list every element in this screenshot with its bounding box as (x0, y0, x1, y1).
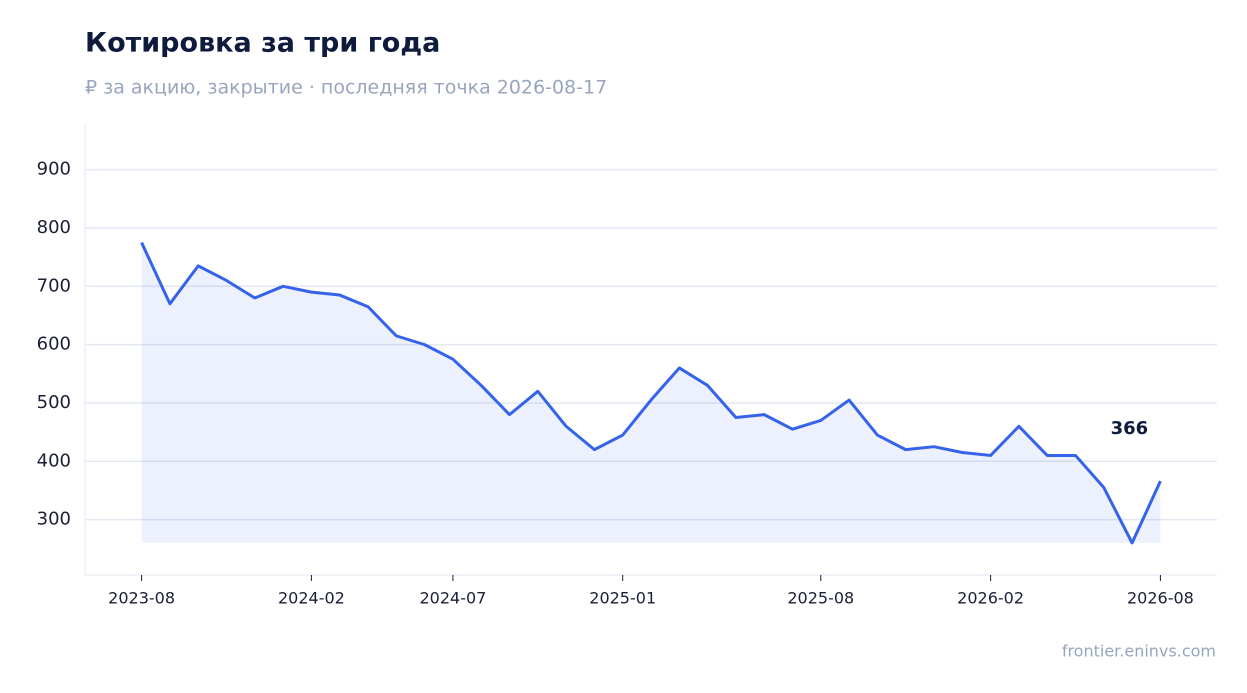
x-tick-label: 2024-07 (419, 589, 486, 608)
x-tick-label: 2023-08 (108, 589, 175, 608)
y-tick-label: 900 (37, 159, 71, 180)
y-tick-label: 700 (37, 275, 71, 296)
data-label: 366 (1111, 418, 1149, 439)
source: frontier.eninvs.com (1062, 642, 1216, 661)
area (141, 242, 1161, 543)
y-tick-label: 300 (37, 509, 71, 530)
chart-subtitle: ₽ за акцию, закрытие · последняя точка 2… (85, 77, 607, 99)
y-tick-label: 600 (37, 334, 71, 355)
y-tick-label: 500 (37, 392, 71, 413)
y-tick-label: 800 (37, 217, 71, 238)
x-tick-label: 2026-02 (957, 589, 1024, 608)
x-tick-label: 2024-02 (278, 589, 345, 608)
x-tick-label: 2025-01 (589, 589, 656, 608)
x-tick-label: 2026-08 (1127, 589, 1194, 608)
x-tick-label: 2025-08 (787, 589, 854, 608)
chart-title: Котировка за три года (85, 28, 440, 59)
line (140, 241, 1162, 545)
y-tick-label: 400 (37, 450, 71, 471)
